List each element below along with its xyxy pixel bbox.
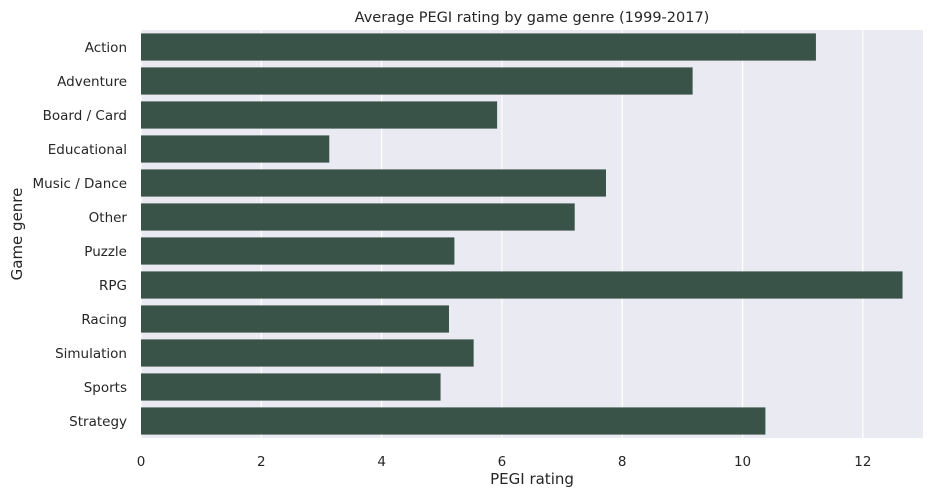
bar bbox=[141, 373, 441, 401]
y-tick-label: Simulation bbox=[55, 346, 127, 362]
y-tick-label: Puzzle bbox=[84, 244, 127, 260]
x-tick-label: 2 bbox=[257, 454, 266, 470]
y-tick-label: Music / Dance bbox=[33, 176, 128, 192]
x-tick-label: 10 bbox=[734, 454, 751, 470]
x-axis-label: PEGI rating bbox=[490, 470, 574, 488]
x-tick-label: 12 bbox=[854, 454, 871, 470]
chart-title: Average PEGI rating by game genre (1999-… bbox=[355, 10, 710, 26]
bar bbox=[141, 271, 903, 299]
bar bbox=[141, 67, 693, 95]
bar bbox=[141, 237, 455, 265]
y-tick-labels: Action Adventure Board / Card Educational Mu… bbox=[33, 40, 128, 430]
x-tick-label: 6 bbox=[498, 454, 507, 470]
y-tick-label: Sports bbox=[84, 380, 127, 396]
y-tick-label: Board / Card bbox=[43, 108, 127, 124]
x-tick-label: 4 bbox=[377, 454, 386, 470]
x-tick-label: 0 bbox=[137, 454, 146, 470]
y-axis-label: Game genre bbox=[8, 188, 26, 281]
bars bbox=[141, 33, 903, 435]
bar bbox=[141, 339, 474, 367]
x-tick-labels: 0 2 4 6 8 10 12 bbox=[137, 454, 872, 470]
y-tick-label: Adventure bbox=[57, 74, 127, 90]
x-tick-label: 8 bbox=[618, 454, 627, 470]
bar bbox=[141, 135, 330, 163]
bar bbox=[141, 305, 449, 333]
bar bbox=[141, 169, 606, 197]
y-tick-label: RPG bbox=[99, 278, 127, 294]
grid-lines bbox=[140, 30, 864, 438]
bar bbox=[141, 33, 816, 61]
bar bbox=[141, 203, 575, 231]
y-tick-label: Strategy bbox=[69, 414, 127, 430]
y-tick-label: Educational bbox=[48, 142, 127, 158]
y-tick-label: Other bbox=[89, 210, 128, 226]
bar bbox=[141, 101, 498, 129]
y-tick-label: Racing bbox=[81, 312, 127, 328]
y-tick-label: Action bbox=[85, 40, 127, 56]
bar bbox=[141, 407, 766, 435]
plot-area bbox=[141, 30, 923, 438]
